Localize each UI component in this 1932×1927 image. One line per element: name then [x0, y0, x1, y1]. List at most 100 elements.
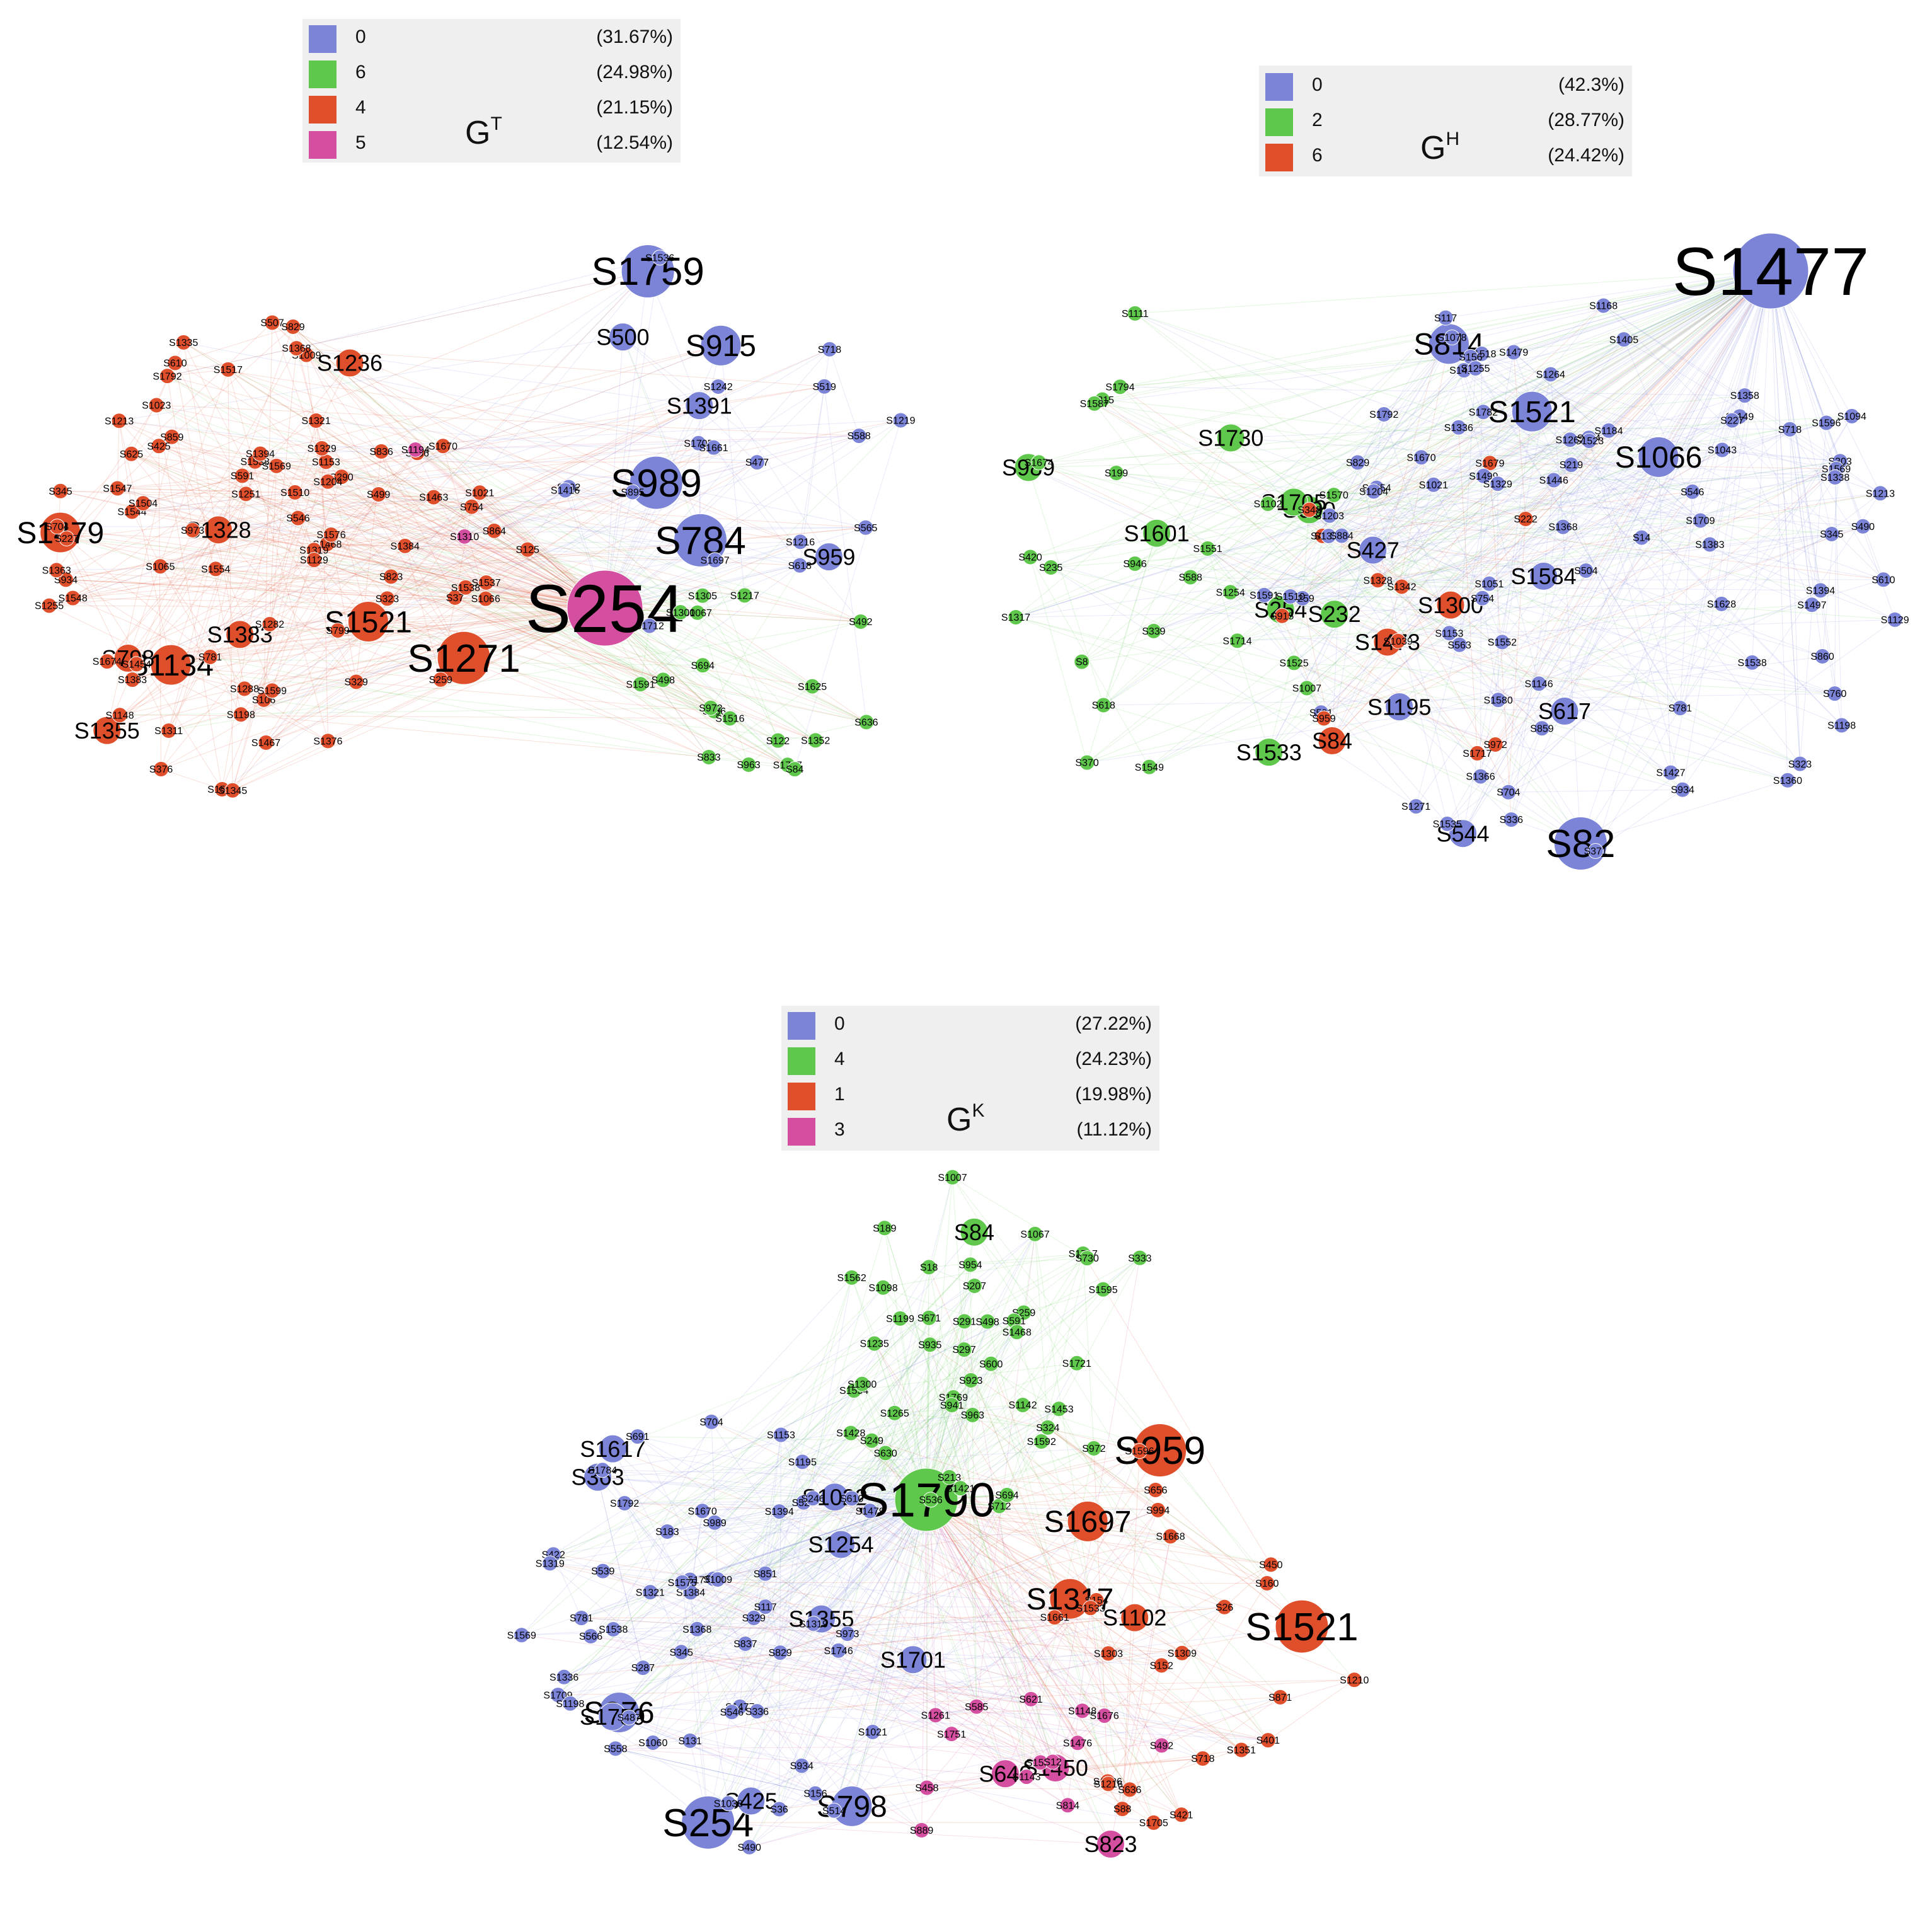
edge	[949, 1477, 1068, 1805]
edge	[241, 541, 801, 715]
graph-node: S324	[1036, 1419, 1060, 1435]
node-label: S1661	[699, 443, 728, 454]
edge	[227, 369, 328, 742]
node-circle	[152, 558, 168, 575]
edge	[696, 1628, 922, 1831]
node-label: S1473	[1355, 630, 1420, 655]
edge	[757, 1679, 1355, 1712]
edge	[296, 348, 699, 406]
node-circle	[737, 1636, 754, 1652]
node-label: S718	[1191, 1754, 1214, 1764]
graph-panel-gh: S1477S82S814S1521S1066S617S690S1705S1601…	[970, 0, 1932, 970]
graph-node: S160	[1255, 1575, 1279, 1591]
edge	[952, 1289, 1103, 1406]
node-label: S345	[1820, 529, 1843, 540]
node-label: S1782	[1469, 407, 1498, 418]
edge	[1475, 339, 1624, 369]
edge	[306, 354, 606, 609]
edge	[120, 707, 711, 716]
node-label: S1098	[868, 1283, 897, 1294]
node-label: S600	[979, 1359, 1003, 1370]
edge	[161, 597, 456, 769]
edge	[1447, 270, 1771, 824]
edge	[1015, 616, 1496, 745]
node-circle	[1812, 582, 1829, 599]
node-circle	[1095, 1281, 1112, 1297]
edge	[239, 481, 328, 635]
graph-node: S1674	[1025, 454, 1054, 471]
graph-node: S1569	[262, 457, 291, 474]
legend-percent: (24.98%)	[596, 62, 673, 83]
edge	[1447, 520, 1701, 824]
node-circle	[268, 457, 285, 474]
node-circle	[1425, 476, 1442, 493]
edge	[900, 1318, 1059, 1410]
node-label: S1368	[1548, 522, 1577, 533]
edge	[970, 1258, 1088, 1265]
graph-node: S1203	[1315, 507, 1344, 524]
graph-node: S219	[1560, 457, 1583, 473]
edge	[1153, 548, 1208, 631]
node-circle	[991, 1759, 1020, 1788]
node-circle	[1320, 600, 1349, 629]
node-label: S329	[742, 1613, 766, 1624]
graph-node: S122	[766, 732, 790, 749]
node-circle	[573, 1610, 590, 1626]
edge	[640, 626, 650, 684]
edge	[381, 451, 441, 680]
edge	[327, 543, 528, 550]
node-circle	[1286, 655, 1302, 671]
graph-node: S989	[703, 1514, 727, 1531]
edge	[1329, 270, 1771, 516]
edge	[926, 1257, 1141, 1500]
network-gk: S1790S254S1521S959S1697S376S798S1317S84S…	[507, 1169, 1369, 1858]
edge	[1230, 592, 1400, 708]
edge	[1357, 370, 1464, 463]
edge	[1103, 1257, 1141, 1290]
node-circle	[595, 1563, 611, 1579]
node-circle	[722, 710, 738, 727]
legend-swatch	[1265, 144, 1293, 171]
edge	[604, 348, 830, 609]
node-label: S712	[987, 1501, 1011, 1512]
edge	[643, 1257, 1141, 1669]
edge	[1081, 270, 1771, 662]
graph-node: S26	[1216, 1599, 1233, 1615]
graph-node: S1730	[1198, 423, 1263, 452]
node-circle	[922, 1337, 938, 1353]
graph-node: S1599	[258, 682, 287, 699]
edge	[1094, 403, 1539, 684]
edge	[1153, 509, 1309, 631]
graph-node: S1625	[798, 678, 827, 694]
edge	[1488, 270, 1771, 584]
edge	[1752, 270, 1771, 663]
graph-node: S498	[652, 672, 675, 688]
edge	[629, 1717, 802, 1766]
edge	[1280, 339, 1624, 610]
edge	[549, 1253, 1083, 1564]
edge	[926, 1499, 1056, 1768]
graph-node: S1538	[1738, 654, 1767, 670]
node-circle	[741, 1839, 757, 1855]
node-label: S851	[754, 1569, 777, 1580]
edge	[570, 1633, 848, 1704]
graph-node: S117	[754, 1599, 777, 1615]
edge	[926, 1499, 1111, 1844]
legend-row: 5 (12.54%)	[302, 127, 681, 163]
node-label: S1148	[1068, 1706, 1096, 1717]
node-label: S37	[446, 593, 464, 604]
edge	[1834, 477, 1843, 726]
edge	[192, 475, 243, 531]
edge	[926, 1499, 1054, 1763]
node-label: S1288	[230, 684, 259, 695]
graph-node: S1213	[1866, 485, 1895, 502]
node-label: S1355	[74, 718, 140, 744]
graph-node: S1533	[1236, 738, 1302, 767]
edge	[549, 1563, 834, 1811]
graph-title-sup: H	[1446, 129, 1460, 149]
edge	[1377, 305, 1604, 581]
node-label: S915	[1270, 611, 1294, 622]
node-circle	[129, 656, 145, 672]
edge	[1116, 473, 1490, 584]
graph-node: S566	[579, 1628, 602, 1644]
